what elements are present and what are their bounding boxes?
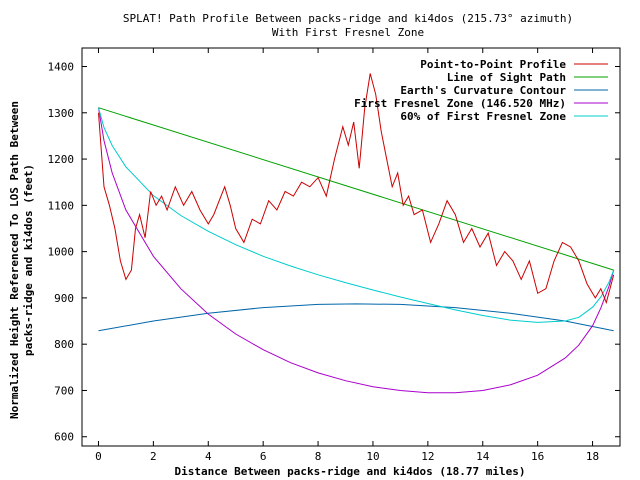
series-line-1 <box>98 107 614 271</box>
series-line-2 <box>98 303 614 332</box>
x-axis-label: Distance Between packs-ridge and ki4dos … <box>175 465 526 478</box>
y-axis-label-line1: Normalized Height Referenced To LOS Path… <box>8 101 21 419</box>
x-tick-label: 4 <box>205 450 212 463</box>
legend-label-0: Point-to-Point Profile <box>420 58 566 71</box>
y-tick-label: 600 <box>54 431 74 444</box>
x-tick-label: 2 <box>150 450 157 463</box>
plot-area <box>98 73 615 394</box>
chart-title: SPLAT! Path Profile Between packs-ridge … <box>123 12 573 25</box>
y-tick-label: 1100 <box>48 199 75 212</box>
x-tick-label: 6 <box>260 450 267 463</box>
y-axis-label-line2: packs-ridge and ki4dos (feet) <box>22 164 35 356</box>
legend-label-2: Earth's Curvature Contour <box>400 84 566 97</box>
x-tick-label: 0 <box>95 450 102 463</box>
series-line-3 <box>98 107 615 394</box>
x-tick-label: 10 <box>366 450 379 463</box>
series-line-4 <box>98 107 615 323</box>
x-tick-label: 12 <box>421 450 434 463</box>
y-tick-label: 1300 <box>48 107 75 120</box>
legend-label-3: First Fresnel Zone (146.520 MHz) <box>354 97 566 110</box>
legend-label-4: 60% of First Fresnel Zone <box>400 110 566 123</box>
y-tick-label: 800 <box>54 338 74 351</box>
y-tick-label: 1200 <box>48 153 75 166</box>
legend-label-1: Line of Sight Path <box>447 71 566 84</box>
series-line-0 <box>98 73 615 305</box>
chart-subtitle: With First Fresnel Zone <box>272 26 424 39</box>
x-tick-label: 8 <box>315 450 322 463</box>
y-tick-label: 900 <box>54 292 74 305</box>
y-tick-label: 1400 <box>48 61 75 74</box>
x-tick-label: 16 <box>531 450 544 463</box>
x-tick-label: 14 <box>476 450 490 463</box>
chart-axes: 0 2 4 6 8 10 12 14 16 18 600 700 800 900 1000 1100 1200 1… <box>48 47 621 463</box>
y-tick-label: 700 <box>54 384 74 397</box>
plot-frame <box>81 47 621 447</box>
x-tick-label: 18 <box>586 450 599 463</box>
y-tick-label: 1000 <box>48 246 75 259</box>
